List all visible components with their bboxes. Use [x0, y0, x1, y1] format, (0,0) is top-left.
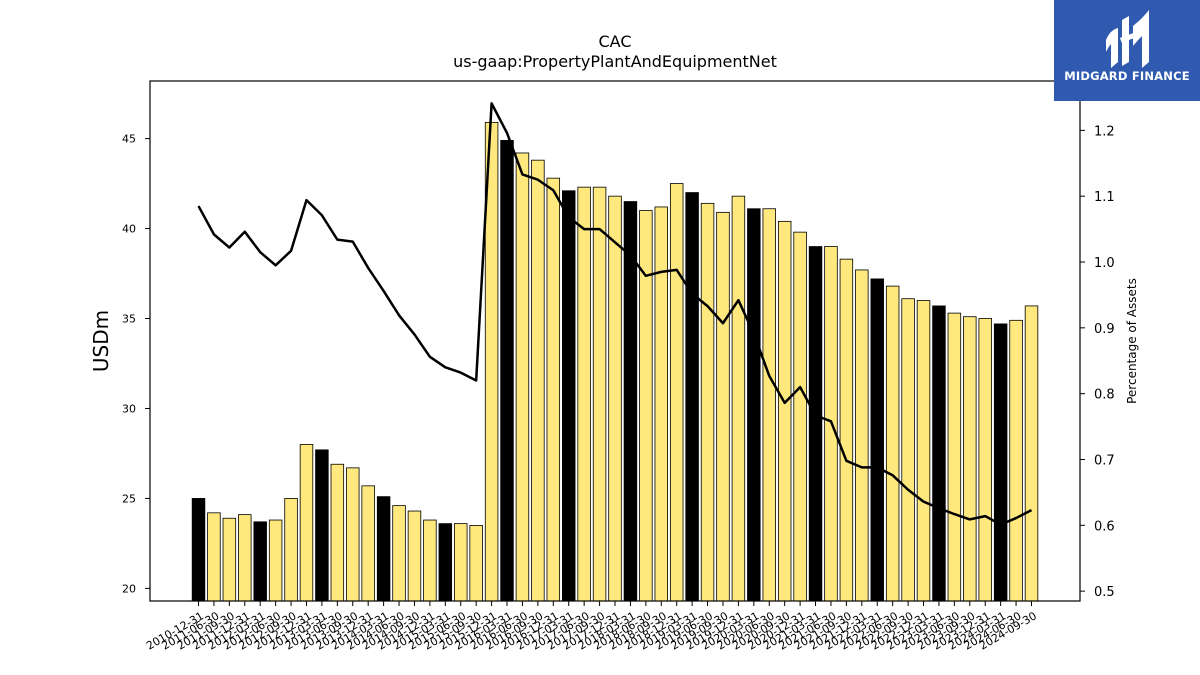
- y2-tick-label: 0.6: [1094, 519, 1115, 534]
- y-tick-label: 20: [122, 582, 136, 595]
- y2-tick-label: 1.0: [1094, 256, 1115, 271]
- bar: [546, 177, 561, 602]
- chart-subtitle: us-gaap:PropertyPlantAndEquipmentNet: [453, 52, 777, 71]
- bar: [284, 498, 298, 602]
- y-axis-left: 20 25 30 35 40 45: [122, 133, 150, 595]
- bar: [407, 510, 422, 602]
- bar: [731, 195, 746, 602]
- bar: [562, 190, 576, 602]
- bar: [978, 318, 992, 602]
- bar: [577, 186, 591, 602]
- ratio-line: [197, 102, 1033, 526]
- bar: [793, 231, 807, 602]
- y2-tick-label: 0.7: [1094, 453, 1115, 468]
- y-tick-label: 25: [122, 492, 136, 505]
- bar: [685, 192, 699, 602]
- bar: [885, 285, 900, 602]
- x-axis: 2010-12-312011-06-302011-09-302011-12-31…: [144, 601, 1039, 653]
- y2-tick-label: 0.5: [1094, 585, 1115, 600]
- y-tick-label: 40: [122, 223, 136, 236]
- bar: [947, 312, 962, 602]
- y-tick-label: 45: [122, 133, 136, 146]
- bar: [238, 514, 252, 602]
- y2-tick-label: 1.2: [1094, 124, 1115, 139]
- bar: [268, 519, 283, 602]
- bar: [777, 220, 792, 602]
- bar: [963, 316, 977, 602]
- bar: [669, 183, 684, 602]
- bar: [376, 496, 391, 602]
- bar: [423, 519, 437, 602]
- bar: [716, 211, 730, 602]
- y2-tick-label: 0.9: [1094, 322, 1115, 337]
- bar: [608, 195, 622, 602]
- bar: [993, 323, 1008, 602]
- bar: [932, 305, 946, 602]
- y2-axis-label: Percentage of Assets: [1125, 278, 1139, 404]
- bar: [531, 159, 545, 602]
- bar: [191, 498, 206, 602]
- bar: [654, 206, 669, 602]
- bar: [592, 186, 607, 602]
- y2-tick-label: 0.8: [1094, 388, 1115, 403]
- bar: [1009, 319, 1023, 602]
- bar: [253, 521, 267, 602]
- bar: [207, 512, 221, 602]
- logo-text: MIDGARD FINANCE: [1064, 69, 1190, 83]
- bar: [870, 278, 884, 602]
- bar: [392, 505, 406, 602]
- bar: [222, 517, 237, 602]
- midgard-logo-icon: [1106, 10, 1149, 68]
- bar: [916, 300, 931, 602]
- bar: [500, 139, 514, 602]
- bar: [330, 463, 345, 602]
- bar: [454, 523, 468, 602]
- bar: [855, 269, 869, 602]
- y-axis-label: USDm: [89, 310, 113, 372]
- bar: [839, 258, 854, 602]
- bar: [762, 208, 776, 602]
- y-tick-label: 30: [122, 402, 136, 415]
- bar: [299, 444, 314, 602]
- y-tick-label: 35: [122, 313, 136, 326]
- bar: [469, 525, 483, 602]
- bar: [901, 298, 915, 602]
- bar: [1024, 305, 1039, 602]
- bar: [747, 208, 761, 602]
- bar: [808, 246, 823, 602]
- bar: [438, 523, 453, 602]
- chart-title: CAC: [598, 32, 632, 51]
- bar: [315, 449, 329, 602]
- y2-tick-label: 1.1: [1094, 190, 1115, 205]
- midgard-finance-logo: MIDGARD FINANCE: [1054, 0, 1200, 101]
- y-axis-right: 0.5 0.6 0.7 0.8 0.9 1.0 1.1 1.2: [1080, 124, 1115, 600]
- bar: [361, 485, 375, 602]
- bar: [346, 467, 360, 602]
- bar: [515, 152, 530, 602]
- bar: [700, 202, 715, 602]
